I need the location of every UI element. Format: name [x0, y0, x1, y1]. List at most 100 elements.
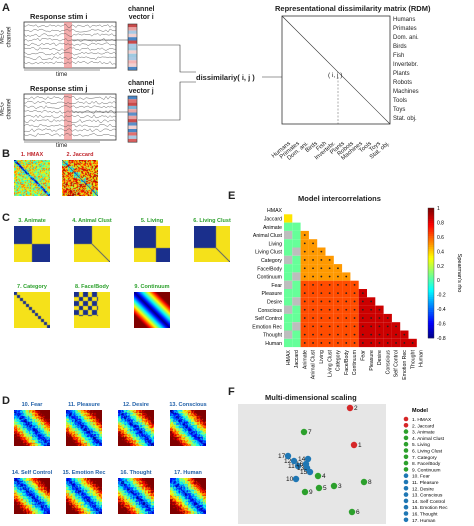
legend-title: Model — [412, 408, 428, 414]
mds-point — [294, 462, 302, 470]
significance-dot — [378, 342, 381, 344]
colorbar-segment — [428, 277, 434, 280]
significance-dot — [386, 317, 389, 319]
colorbar-segment — [428, 268, 434, 272]
significance-dot — [312, 275, 314, 278]
model-row-label: Human — [265, 341, 282, 347]
colorbar-segment — [428, 299, 434, 302]
significance-dot — [312, 283, 314, 286]
meg-channel-label-i: MEG channel — [0, 26, 13, 48]
significance-dot — [312, 242, 314, 245]
vector-cell — [128, 105, 137, 110]
significance-dot — [345, 292, 348, 295]
significance-dot — [320, 283, 323, 286]
matrix-title: 3. Animate — [18, 218, 46, 224]
significance-dot — [361, 333, 364, 336]
significance-dot — [303, 250, 306, 253]
significance-dot — [320, 325, 323, 328]
vector-cell — [128, 50, 137, 54]
colorbar-segment — [428, 318, 434, 321]
significance-dot — [337, 317, 339, 319]
time-label-j: time — [56, 143, 68, 149]
mds-point-label: 6 — [356, 509, 360, 516]
colorbar-tick: -0.8 — [437, 336, 446, 342]
significance-dot — [370, 325, 373, 328]
significance-dot — [345, 325, 348, 328]
colorbar-tick: -0.2 — [437, 293, 446, 299]
animate-rdm — [14, 226, 50, 262]
significance-dot — [303, 325, 306, 328]
significance-dot — [353, 325, 356, 328]
significance-dot — [353, 342, 356, 344]
colorbar-segment — [428, 236, 434, 239]
vector-cell — [128, 138, 137, 143]
colorbar-tick: -0.4 — [437, 307, 446, 313]
legend-marker — [403, 441, 409, 447]
mds-point — [314, 472, 322, 480]
model-row-label: Thought — [263, 333, 283, 339]
vector-cell — [128, 37, 137, 41]
correlation-cell — [284, 305, 293, 314]
significance-dot — [361, 292, 364, 295]
colorbar-tick: 0.6 — [437, 235, 444, 241]
intercorrelation-title: Model intercorrelations — [298, 194, 381, 203]
mds-point-label: 3 — [338, 483, 342, 490]
significance-dot — [361, 342, 364, 344]
legend-marker — [403, 486, 409, 491]
model-col-label: Desire — [377, 350, 383, 365]
mds-point — [350, 441, 358, 449]
significance-dot — [328, 317, 331, 319]
significance-dot — [320, 333, 323, 336]
matrix-title: 1. HMAX — [20, 152, 44, 158]
matrix-title: 16. Thought — [120, 470, 152, 476]
legend-marker — [403, 429, 409, 434]
colorbar-segment — [428, 227, 434, 230]
model-col-label: Jaccard — [294, 350, 300, 368]
mds-point-label: 13 — [297, 465, 305, 472]
significance-dot — [395, 333, 397, 336]
colorbar-segment — [428, 307, 434, 311]
colorbar-segment — [428, 262, 434, 265]
model-col-label: Continuum — [352, 350, 358, 375]
significance-dot — [378, 317, 381, 319]
legend-entry: 1. HMAX — [412, 417, 432, 423]
correlation-cell — [292, 247, 301, 256]
colorbar-label: Spearman's rho — [456, 254, 462, 293]
vector-cell — [128, 112, 137, 116]
vector-cell — [128, 60, 137, 64]
colorbar-segment — [428, 314, 434, 317]
matrix-title: 4. Animal Clust — [72, 218, 112, 224]
correlation-cell — [292, 230, 301, 240]
correlation-cell — [284, 239, 293, 248]
colorbar-segment — [428, 231, 434, 235]
rdm-row-label: Birds — [393, 44, 407, 50]
correlation-cell — [292, 272, 301, 281]
significance-dot — [403, 333, 406, 336]
vector-cell — [128, 57, 137, 61]
model-col-label: Human — [419, 350, 425, 367]
colorbar-segment — [428, 212, 434, 215]
panel-label-c: C — [2, 212, 10, 224]
model-col-label: Living Clust — [327, 350, 333, 377]
colorbar-segment — [428, 275, 434, 278]
vector-i-label: channel vector i — [128, 6, 155, 21]
significance-dot — [328, 325, 331, 328]
legend-marker — [403, 416, 409, 422]
rdm-row-label: Toys — [393, 107, 406, 113]
mds-point-label: 8 — [368, 479, 372, 486]
significance-dot — [403, 342, 406, 344]
model-row-label: Animal Clust — [253, 233, 283, 239]
legend-entry: 3. Animate — [412, 430, 435, 436]
significance-dot — [328, 259, 331, 261]
model-col-label: Conscious — [385, 350, 391, 375]
category-rdm — [14, 292, 50, 328]
model-col-label: Living — [319, 350, 325, 364]
significance-dot — [361, 300, 364, 303]
colorbar-segment — [428, 238, 434, 241]
animal-clust-rdm — [74, 226, 110, 262]
mds-point — [315, 484, 323, 492]
model-row-label: Living Clust — [255, 250, 282, 256]
matrix-title: 11. Pleasure — [68, 402, 100, 408]
colorbar-segment — [428, 270, 434, 274]
vector-cell — [128, 40, 137, 44]
